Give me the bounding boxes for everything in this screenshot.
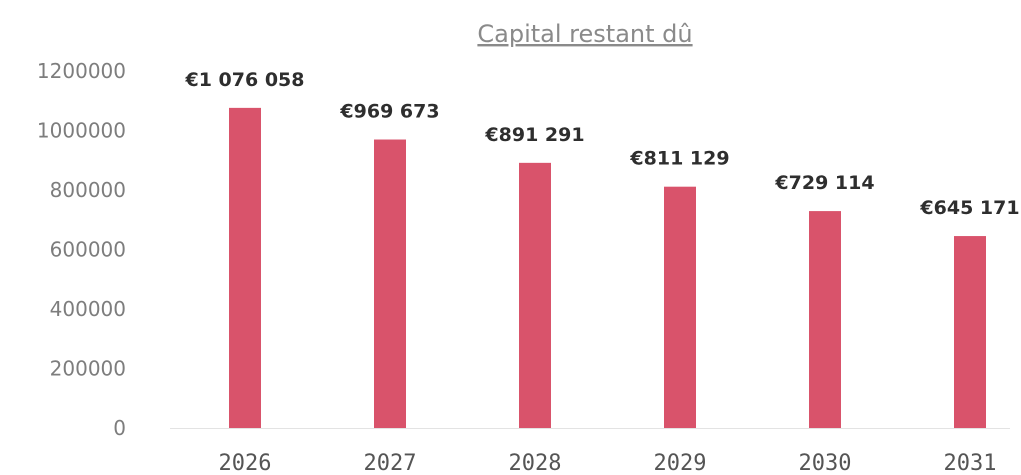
x-tick-label: 2027 [364,451,417,475]
y-tick-label: 600000 [50,238,126,262]
y-axis-ticks: 0 200000 400000 600000 800000 1000000 1200000 [37,59,126,440]
data-label: €1 076 058 [185,69,305,91]
y-tick-label: 200000 [50,357,126,381]
bar [664,186,696,428]
y-tick-label: 0 [113,416,126,440]
bar [809,211,841,428]
bar [374,139,406,428]
x-tick-label: 2028 [509,451,562,475]
x-tick-label: 2026 [219,451,272,475]
data-label: €729 114 [774,172,874,194]
bar [229,107,261,428]
data-label: €811 129 [629,148,729,170]
y-tick-label: 400000 [50,297,126,321]
chart-title: Capital restant dû [477,20,692,48]
y-tick-label: 1000000 [37,119,126,143]
x-tick-label: 2029 [654,451,707,475]
data-label: €891 291 [484,124,584,146]
data-labels: €1 076 058 €969 673 €891 291 €811 129 €729 1… [185,69,1020,219]
bars [229,107,986,428]
y-tick-label: 1200000 [37,59,126,83]
y-tick-label: 800000 [50,178,126,202]
x-tick-label: 2030 [799,451,852,475]
data-label: €969 673 [339,101,439,123]
data-label: €645 171 [919,197,1019,219]
x-axis-labels: 2026 2027 2028 2029 2030 2031 [219,451,997,475]
x-tick-label: 2031 [944,451,997,475]
bar [519,162,551,428]
bar [954,236,986,428]
